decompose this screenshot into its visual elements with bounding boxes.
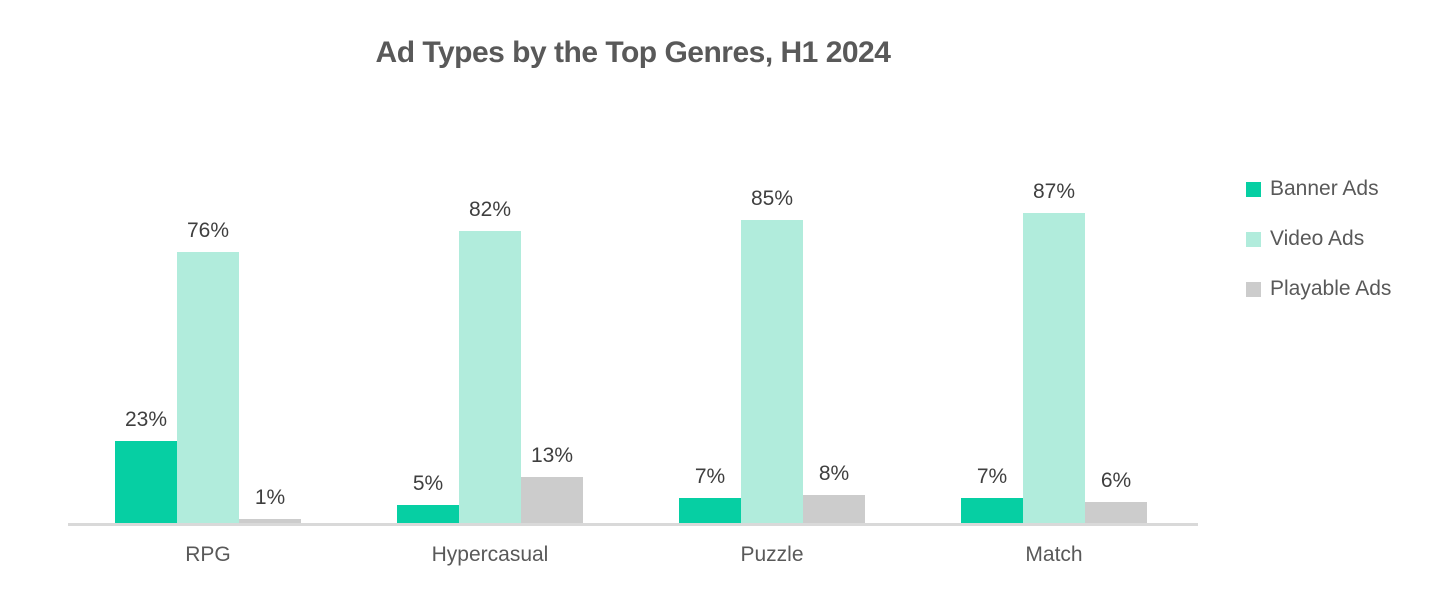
bar-cell-hypercasual-video-ads: 82% <box>459 0 521 523</box>
bar-playable-ads <box>1085 502 1147 523</box>
bar-group-rpg: 23% 76% 1% <box>115 0 301 523</box>
category-label-match: Match <box>1025 543 1083 566</box>
bar-cell-rpg-playable-ads: 1% <box>239 0 301 523</box>
bar-group-hypercasual: 5% 82% 13% <box>397 0 583 523</box>
legend-label: Banner Ads <box>1270 177 1379 200</box>
category-label-puzzle: Puzzle <box>740 543 804 566</box>
legend-label: Playable Ads <box>1270 277 1392 300</box>
bar-video-ads <box>177 252 239 523</box>
bar-playable-ads <box>803 495 865 523</box>
bar-cell-puzzle-video-ads: 85% <box>741 0 803 523</box>
bar-playable-ads <box>239 519 301 523</box>
bar-value-label: 7% <box>694 465 726 488</box>
chart-title: Ad Types by the Top Genres, H1 2024 <box>375 36 891 69</box>
bar-value-label: 6% <box>1100 469 1132 492</box>
legend-item-playable-ads: Playable Ads <box>1246 277 1391 301</box>
category-label-rpg: RPG <box>185 543 231 566</box>
bar-banner-ads <box>115 441 177 523</box>
bar-value-label: 5% <box>412 472 444 495</box>
legend-item-video-ads: Video Ads <box>1246 227 1391 251</box>
bar-cell-puzzle-playable-ads: 8% <box>803 0 865 523</box>
bar-value-label: 76% <box>186 219 230 242</box>
bar-cell-match-video-ads: 87% <box>1023 0 1085 523</box>
bar-banner-ads <box>397 505 459 523</box>
bar-value-label: 8% <box>818 462 850 485</box>
bar-value-label: 85% <box>750 187 794 210</box>
bar-value-label: 23% <box>124 408 168 431</box>
bar-cell-hypercasual-playable-ads: 13% <box>521 0 583 523</box>
bar-video-ads <box>1023 213 1085 523</box>
legend-swatch-icon <box>1246 181 1261 197</box>
x-axis-category-labels: RPG Hypercasual Puzzle Match <box>68 543 1198 573</box>
bar-group-match: 7% 87% 6% <box>961 0 1147 523</box>
bar-banner-ads <box>679 498 741 523</box>
bar-value-label: 82% <box>468 198 512 221</box>
bar-value-label: 13% <box>530 444 574 467</box>
bar-cell-match-banner-ads: 7% <box>961 0 1023 523</box>
plot-area: 23% 76% 1% 5% 82% 13% 7% 85% 8% 7% 87% 6% <box>68 0 1198 523</box>
legend: Banner Ads Video Ads Playable Ads <box>1246 177 1391 301</box>
bar-banner-ads <box>961 498 1023 523</box>
legend-swatch-icon <box>1246 281 1261 297</box>
category-label-hypercasual: Hypercasual <box>431 543 549 566</box>
legend-label: Video Ads <box>1270 227 1365 250</box>
bar-cell-match-playable-ads: 6% <box>1085 0 1147 523</box>
bar-cell-rpg-banner-ads: 23% <box>115 0 177 523</box>
bar-cell-hypercasual-banner-ads: 5% <box>397 0 459 523</box>
x-axis-line <box>68 523 1198 526</box>
bar-cell-rpg-video-ads: 76% <box>177 0 239 523</box>
bar-playable-ads <box>521 477 583 523</box>
bar-value-label: 1% <box>254 486 286 509</box>
legend-swatch-icon <box>1246 231 1261 247</box>
bar-group-puzzle: 7% 85% 8% <box>679 0 865 523</box>
bar-video-ads <box>459 231 521 523</box>
bar-video-ads <box>741 220 803 523</box>
bar-value-label: 87% <box>1032 180 1076 203</box>
bar-cell-puzzle-banner-ads: 7% <box>679 0 741 523</box>
legend-item-banner-ads: Banner Ads <box>1246 177 1391 201</box>
bar-value-label: 7% <box>976 465 1008 488</box>
